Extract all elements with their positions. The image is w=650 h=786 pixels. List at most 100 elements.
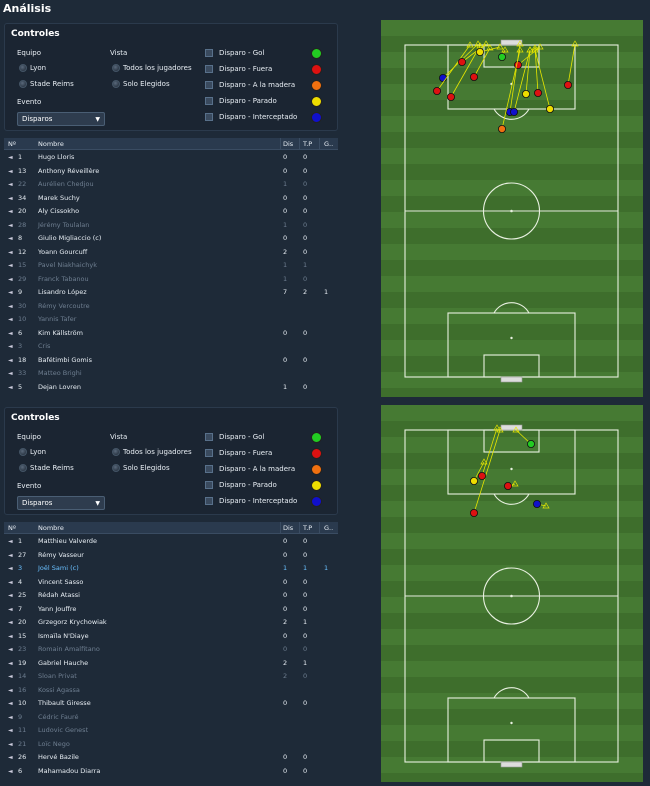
table-row[interactable]: ◄ 25 Rédah Atassi 0 0 bbox=[4, 588, 338, 602]
table-row[interactable]: ◄ 27 Rémy Vasseur 0 0 bbox=[4, 548, 338, 562]
shot-marker[interactable] bbox=[509, 108, 518, 117]
legend-checkbox[interactable] bbox=[205, 465, 213, 473]
legend-checkbox[interactable] bbox=[205, 49, 213, 57]
player-name[interactable]: Rédah Atassi bbox=[38, 591, 80, 599]
player-name[interactable]: Ludovic Genest bbox=[38, 726, 89, 734]
col-num[interactable]: Nº bbox=[8, 140, 16, 148]
player-name[interactable]: Yann Jouffre bbox=[38, 604, 77, 613]
player-name[interactable]: Rémy Vercoutre bbox=[38, 301, 90, 310]
table-row[interactable]: ◄ 4 Vincent Sasso 0 0 bbox=[4, 575, 338, 589]
player-name[interactable]: Anthony Réveillère bbox=[38, 166, 100, 175]
legend-checkbox[interactable] bbox=[205, 481, 213, 489]
shot-marker[interactable] bbox=[533, 89, 542, 98]
table-row[interactable]: ◄ 20 Aly Cissokho 0 0 bbox=[4, 204, 338, 218]
table-row[interactable]: ◄ 5 Dejan Lovren 1 0 bbox=[4, 380, 338, 394]
player-name[interactable]: Yoann Gourcuff bbox=[38, 247, 88, 256]
team-radio-reims[interactable] bbox=[19, 464, 27, 472]
table-row[interactable]: ◄ 3 Cris bbox=[4, 339, 338, 353]
table-row[interactable]: ◄ 1 Matthieu Valverde 0 0 bbox=[4, 534, 338, 548]
table-row[interactable]: ◄ 23 Romain Amalfitano 0 0 bbox=[4, 642, 338, 656]
team-radio-reims[interactable] bbox=[19, 80, 27, 88]
player-name[interactable]: Romain Amalfitano bbox=[38, 645, 100, 653]
view-radio-all[interactable] bbox=[112, 448, 120, 456]
player-name[interactable]: Dejan Lovren bbox=[38, 382, 81, 391]
table-row[interactable]: ◄ 7 Yann Jouffre 0 0 bbox=[4, 602, 338, 616]
shot-marker[interactable] bbox=[498, 53, 507, 62]
view-radio-selected[interactable] bbox=[112, 80, 120, 88]
legend-checkbox[interactable] bbox=[205, 113, 213, 121]
shot-marker[interactable] bbox=[504, 482, 513, 491]
shot-marker[interactable] bbox=[447, 93, 456, 102]
table-row[interactable]: ◄ 1 Hugo Lloris 0 0 bbox=[4, 150, 338, 164]
col-num[interactable]: Nº bbox=[8, 524, 16, 532]
player-name[interactable]: Rémy Vasseur bbox=[38, 550, 84, 559]
col-tp[interactable]: T.P bbox=[303, 524, 313, 532]
col-dis[interactable]: Dis bbox=[283, 524, 294, 532]
event-select[interactable]: Disparos ▼ bbox=[17, 496, 105, 510]
player-name[interactable]: Hugo Lloris bbox=[38, 153, 75, 161]
player-name[interactable]: Bafétimbi Gomis bbox=[38, 355, 92, 364]
legend-checkbox[interactable] bbox=[205, 97, 213, 105]
shot-marker[interactable] bbox=[433, 87, 442, 96]
player-name[interactable]: Sloan Privat bbox=[38, 672, 77, 680]
legend-checkbox[interactable] bbox=[205, 81, 213, 89]
player-name[interactable]: Grzegorz Krychowiak bbox=[38, 618, 107, 626]
shot-marker[interactable] bbox=[458, 58, 467, 67]
table-row[interactable]: ◄ 18 Bafétimbi Gomis 0 0 bbox=[4, 353, 338, 367]
player-name[interactable]: Hervé Bazile bbox=[38, 753, 79, 761]
player-name[interactable]: Vincent Sasso bbox=[38, 577, 84, 586]
legend-checkbox[interactable] bbox=[205, 65, 213, 73]
col-g[interactable]: G.. bbox=[324, 140, 334, 148]
table-row[interactable]: ◄ 8 Giulio Migliaccio (c) 0 0 bbox=[4, 231, 338, 245]
table-row[interactable]: ◄ 26 Hervé Bazile 0 0 bbox=[4, 750, 338, 764]
player-name[interactable]: Mahamadou Diarra bbox=[38, 766, 101, 775]
shot-marker[interactable] bbox=[513, 61, 522, 70]
table-row[interactable]: ◄ 16 Kossi Agassa bbox=[4, 683, 338, 697]
table-row[interactable]: ◄ 15 Ismaïla N'Diaye 0 0 bbox=[4, 629, 338, 643]
shot-marker[interactable] bbox=[532, 500, 541, 509]
view-radio-selected[interactable] bbox=[112, 464, 120, 472]
col-dis[interactable]: Dis bbox=[283, 140, 294, 148]
legend-checkbox[interactable] bbox=[205, 449, 213, 457]
col-name[interactable]: Nombre bbox=[38, 140, 64, 148]
table-row[interactable]: ◄ 28 Jérémy Toulalan 1 0 bbox=[4, 218, 338, 232]
player-name[interactable]: Matteo Brighi bbox=[38, 369, 82, 377]
shot-marker[interactable] bbox=[470, 509, 479, 518]
shot-marker[interactable] bbox=[521, 90, 530, 99]
table-row[interactable]: ◄ 33 Matteo Brighi bbox=[4, 366, 338, 380]
player-name[interactable]: Kim Källström bbox=[38, 328, 83, 337]
player-name[interactable]: Lisandro López bbox=[38, 288, 87, 296]
table-row[interactable]: ◄ 29 Franck Tabanou 1 0 bbox=[4, 272, 338, 286]
player-name[interactable]: Aly Cissokho bbox=[38, 207, 80, 215]
table-row[interactable]: ◄ 15 Pavel Niakhaichyk 1 1 bbox=[4, 258, 338, 272]
col-name[interactable]: Nombre bbox=[38, 524, 64, 532]
shot-marker[interactable] bbox=[478, 472, 487, 481]
team-radio-lyon[interactable] bbox=[19, 448, 27, 456]
view-radio-all[interactable] bbox=[112, 64, 120, 72]
col-g[interactable]: G.. bbox=[324, 524, 334, 532]
shot-marker[interactable] bbox=[563, 81, 572, 90]
player-name[interactable]: Cris bbox=[38, 342, 51, 350]
player-name[interactable]: Pavel Niakhaichyk bbox=[38, 261, 97, 269]
table-row[interactable]: ◄ 30 Rémy Vercoutre bbox=[4, 299, 338, 313]
shot-marker[interactable] bbox=[470, 477, 479, 486]
player-name[interactable]: Aurélien Chedjou bbox=[38, 180, 94, 188]
player-name[interactable]: Marek Suchy bbox=[38, 193, 80, 202]
player-name[interactable]: Jérémy Toulalan bbox=[38, 220, 90, 229]
player-name[interactable]: Giulio Migliaccio (c) bbox=[38, 234, 102, 242]
table-row[interactable]: ◄ 10 Yannis Tafer bbox=[4, 312, 338, 326]
table-row[interactable]: ◄ 6 Mahamadou Diarra 0 0 bbox=[4, 764, 338, 778]
table-row[interactable]: ◄ 19 Gabriel Hauche 2 1 bbox=[4, 656, 338, 670]
player-name[interactable]: Loïc Nego bbox=[38, 739, 70, 748]
player-name[interactable]: Franck Tabanou bbox=[38, 274, 89, 283]
player-name[interactable]: Thibault Giresse bbox=[38, 699, 91, 707]
player-name[interactable]: Yannis Tafer bbox=[38, 315, 77, 323]
shot-marker[interactable] bbox=[545, 105, 554, 114]
table-row[interactable]: ◄ 14 Sloan Privat 2 0 bbox=[4, 669, 338, 683]
shot-marker[interactable] bbox=[470, 73, 479, 82]
table-row[interactable]: ◄ 9 Lisandro López 7 2 1 bbox=[4, 285, 338, 299]
player-name[interactable]: Cédric Fauré bbox=[38, 712, 79, 721]
player-name[interactable]: Gabriel Hauche bbox=[38, 658, 89, 667]
legend-checkbox[interactable] bbox=[205, 433, 213, 441]
shot-marker[interactable] bbox=[476, 47, 485, 56]
